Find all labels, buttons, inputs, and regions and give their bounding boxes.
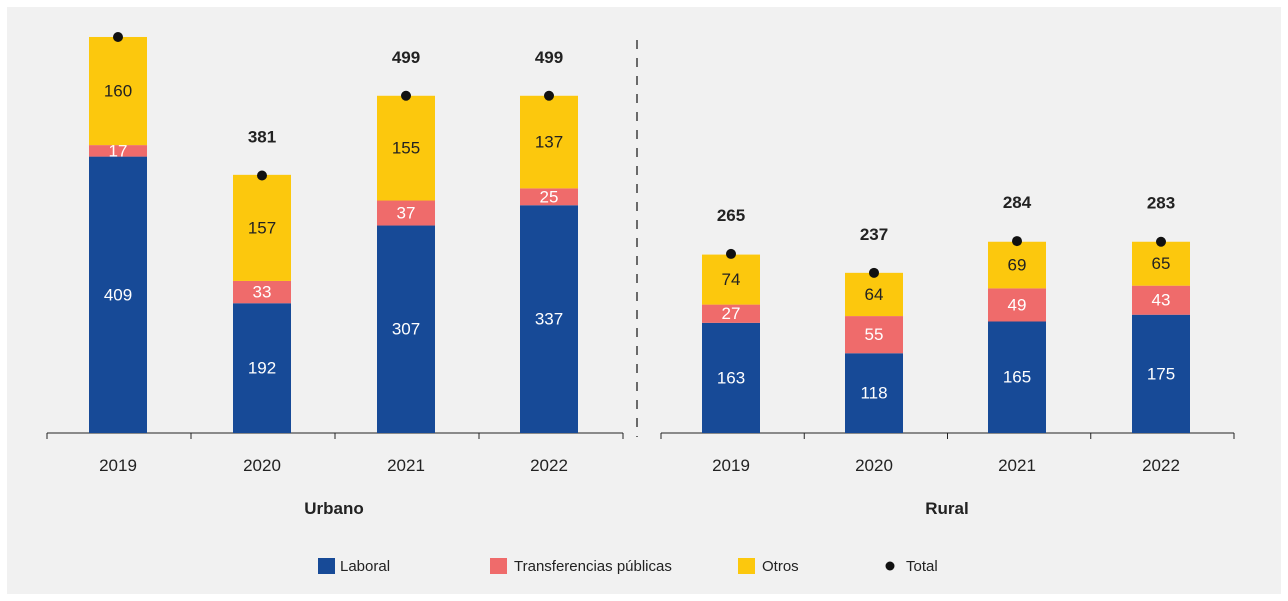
total-marker [257, 170, 267, 181]
bar-transferencias [89, 145, 147, 157]
bar-transferencias [520, 188, 578, 206]
data-label-transferencias: 49 [1008, 295, 1027, 314]
x-tick-label: 2021 [387, 456, 425, 475]
total-marker [113, 31, 123, 42]
data-label-transferencias: 25 [540, 187, 559, 206]
x-tick-label: 2020 [243, 456, 281, 475]
total-marker [869, 267, 879, 278]
data-label-laboral: 337 [535, 310, 563, 329]
bar-otros [233, 174, 291, 281]
bar-laboral [1132, 314, 1190, 433]
data-label-transferencias: 37 [397, 204, 416, 223]
x-tick-label: 2022 [1142, 456, 1180, 475]
data-label-otros: 74 [722, 270, 741, 289]
data-label-laboral: 175 [1147, 364, 1175, 383]
bar-laboral [89, 156, 147, 434]
data-label-otros: 155 [392, 139, 420, 158]
total-marker [401, 90, 411, 101]
data-label-otros: 157 [248, 218, 276, 237]
bar-laboral [702, 322, 760, 433]
data-label-laboral: 409 [104, 285, 132, 304]
data-label-otros: 69 [1008, 256, 1027, 275]
data-label-transferencias: 33 [253, 283, 272, 302]
bar-laboral [377, 225, 435, 433]
bar-transferencias [377, 200, 435, 226]
bar-transferencias [845, 316, 903, 354]
total-label: 237 [860, 225, 888, 244]
bar-laboral [520, 205, 578, 433]
panel-urbano: 409 17 160 586 2019 192 33 157 381 2020 307 37 155 49… [46, 7, 624, 518]
x-tick-label: 2019 [99, 456, 137, 475]
data-label-laboral: 163 [717, 368, 745, 387]
bar-otros [988, 241, 1046, 289]
data-label-laboral: 165 [1003, 368, 1031, 387]
total-label: 265 [717, 206, 745, 225]
total-marker [726, 248, 736, 259]
bar-otros [89, 36, 147, 146]
bar-transferencias [233, 280, 291, 304]
bar-otros [520, 95, 578, 189]
legend-label-transferencias: Transferencias públicas [514, 558, 672, 575]
legend-label-laboral: Laboral [340, 558, 390, 575]
legend-swatch-otros [738, 558, 755, 574]
x-tick-label: 2019 [712, 456, 750, 475]
bar-transferencias [702, 304, 760, 323]
data-label-otros: 65 [1152, 254, 1171, 273]
legend-swatch-laboral [318, 558, 335, 574]
legend-swatch-total [885, 561, 895, 571]
data-label-transferencias: 17 [109, 141, 128, 160]
data-label-otros: 64 [865, 285, 884, 304]
total-label: 499 [535, 48, 563, 67]
total-marker [544, 90, 554, 101]
bar-laboral [845, 353, 903, 433]
panel-label: Urbano [304, 499, 364, 518]
total-label: 586 [104, 7, 132, 8]
bar-transferencias [1132, 285, 1190, 315]
data-label-otros: 160 [104, 82, 132, 101]
total-label: 283 [1147, 194, 1175, 213]
data-label-otros: 137 [535, 133, 563, 152]
data-label-laboral: 118 [860, 384, 887, 403]
data-label-transferencias: 43 [1152, 291, 1171, 310]
bar-laboral [988, 321, 1046, 433]
stacked-bar-chart: 409 17 160 586 2019 192 33 157 381 2020 307 37 155 49… [46, 7, 1235, 575]
x-tick-label: 2021 [998, 456, 1036, 475]
chart-panel: 409 17 160 586 2019 192 33 157 381 2020 307 37 155 49… [7, 7, 1281, 594]
bar-transferencias [988, 288, 1046, 322]
bar-otros [702, 254, 760, 305]
panel-label: Rural [925, 499, 968, 518]
bar-laboral [233, 303, 291, 433]
legend-label-otros: Otros [762, 558, 799, 575]
data-label-laboral: 192 [248, 359, 276, 378]
panel-rural: 163 27 74 265 2019 118 55 64 237 2020 165 49 69 284 20… [660, 193, 1235, 518]
data-label-laboral: 307 [392, 320, 420, 339]
total-marker [1156, 236, 1166, 247]
data-label-transferencias: 55 [865, 325, 884, 344]
bar-otros [1132, 241, 1190, 286]
data-label-transferencias: 27 [722, 304, 741, 323]
total-marker [1012, 236, 1022, 247]
legend-label-total: Total [906, 558, 938, 575]
x-tick-label: 2020 [855, 456, 893, 475]
total-label: 284 [1003, 193, 1032, 212]
bar-otros [377, 95, 435, 201]
x-tick-label: 2022 [530, 456, 568, 475]
total-label: 381 [248, 128, 276, 147]
legend-swatch-transferencias [490, 558, 507, 574]
bar-otros [845, 272, 903, 317]
total-label: 499 [392, 48, 420, 67]
legend: Laboral Transferencias públicas Otros Total [318, 558, 938, 575]
